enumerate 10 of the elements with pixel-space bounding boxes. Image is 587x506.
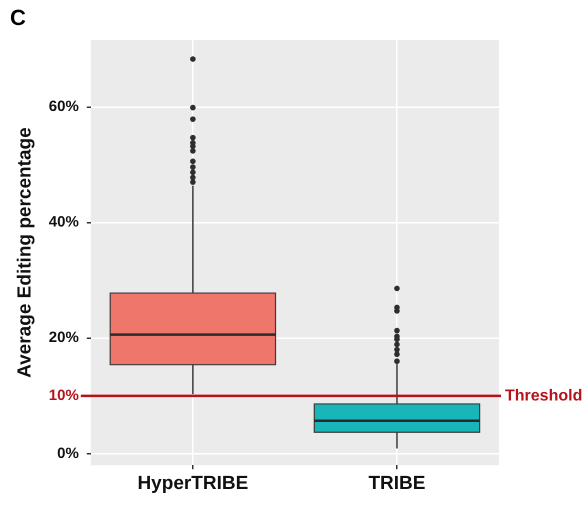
ref-line-label: Threshold — [505, 387, 582, 404]
text: C — [10, 5, 26, 30]
y-axis-title: Average Editing percentage — [14, 127, 36, 378]
y-tick-label: 60% — [48, 98, 79, 116]
x-tick-label: HyperTRIBE — [137, 472, 248, 494]
y-tick-label: 10% — [48, 387, 79, 404]
x-tick-label: TRIBE — [368, 472, 426, 494]
y-tick-label: 40% — [48, 214, 79, 231]
y-tick-label: 0% — [57, 444, 79, 462]
y-tick-label: 20% — [48, 329, 79, 346]
